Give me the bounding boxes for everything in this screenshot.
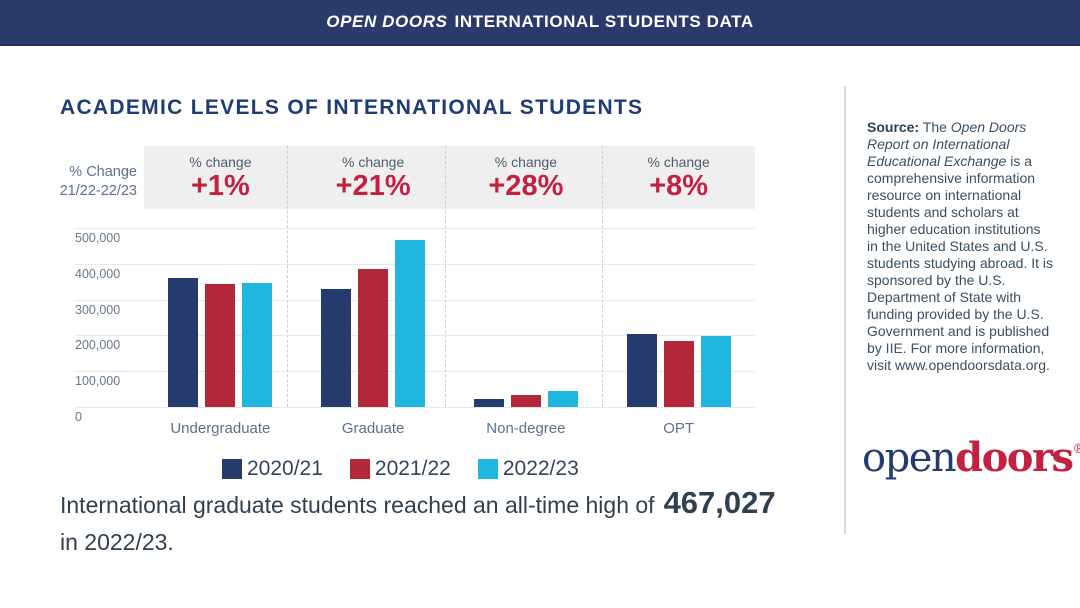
bar-2021-22-undergraduate	[205, 284, 235, 407]
banner-title: OPEN DOORS INTERNATIONAL STUDENTS DATA	[326, 12, 753, 32]
source-report-title: Open Doors Report on International Educa…	[867, 119, 1027, 169]
pct-change-axis-label-line2: 21/22-22/23	[59, 183, 137, 199]
legend-item-2021-22: 2021/22	[349, 457, 451, 481]
pct-cell-value: +1%	[190, 170, 250, 202]
vertical-divider	[844, 86, 846, 534]
x-axis-labels: Undergraduate Graduate Non-degree OPT	[144, 420, 755, 437]
bar-group-opt	[627, 228, 731, 407]
pct-change-axis-label: % Change 21/22-22/23	[30, 163, 137, 201]
legend-item-2020-21: 2020/21	[222, 457, 323, 481]
bar-2021-22-graduate	[358, 269, 388, 407]
caption: International graduate students reached …	[60, 484, 780, 561]
group-divider-1	[287, 146, 288, 407]
caption-text: International graduate students reached …	[60, 492, 655, 518]
group-divider-3	[602, 146, 603, 407]
bars-layer	[144, 228, 755, 407]
pct-cell-label: % change	[647, 154, 710, 170]
pct-cell-graduate: % change +21%	[297, 146, 450, 209]
bar-group-undergraduate	[168, 228, 272, 407]
pct-change-axis-label-line1: % Change	[69, 164, 137, 180]
gridline-500000	[75, 228, 755, 229]
bar-group-non-degree	[474, 228, 578, 407]
pct-cell-non-degree: % change +28%	[450, 146, 603, 209]
y-tick-300000: 300,000	[75, 303, 121, 317]
bar-2020-21-opt	[627, 334, 657, 407]
x-label-undergraduate: Undergraduate	[170, 420, 271, 437]
bar-2022-23-graduate	[395, 240, 425, 407]
caption-text-line2: in 2022/23.	[60, 529, 174, 555]
pct-cell-label: % change	[341, 154, 405, 170]
pct-cell-value: +28%	[488, 170, 564, 202]
group-divider-2	[445, 146, 446, 407]
legend-swatch-2021-22	[349, 459, 370, 479]
x-label-opt: OPT	[663, 420, 695, 437]
bar-group-graduate	[321, 228, 425, 407]
bar-2022-23-undergraduate	[242, 283, 272, 407]
pct-change-header-strip: % change +1% % change +21% % change +28%…	[144, 146, 755, 209]
legend-label-2020-21: 2020/21	[247, 457, 323, 480]
source-pre-italic: The	[922, 119, 947, 135]
y-tick-500000: 500,000	[75, 231, 121, 245]
bar-2021-22-non-degree	[511, 395, 541, 407]
pct-cell-value: +8%	[649, 170, 709, 202]
legend: 2020/21 2021/22 2022/23	[222, 457, 579, 481]
bar-2021-22-opt	[664, 341, 694, 407]
pct-cell-opt: % change +8%	[602, 146, 755, 209]
top-banner: OPEN DOORS INTERNATIONAL STUDENTS DATA	[0, 0, 1080, 46]
bar-2020-21-graduate	[321, 289, 351, 407]
logo-open: open	[862, 435, 957, 481]
banner-rest: INTERNATIONAL STUDENTS DATA	[454, 12, 754, 31]
legend-swatch-2020-21	[222, 459, 242, 479]
bar-2020-21-undergraduate	[168, 278, 198, 407]
source-body: is a comprehensive information resource …	[867, 153, 1053, 373]
gridline-0	[75, 407, 755, 408]
y-tick-400000: 400,000	[75, 267, 121, 281]
y-tick-200000: 200,000	[75, 338, 121, 352]
logo-doors: doors	[955, 434, 1074, 481]
pct-cell-undergraduate: % change +1%	[144, 146, 297, 209]
legend-label-2021-22: 2021/22	[374, 457, 451, 480]
source-label: Source:	[867, 119, 920, 135]
pct-cell-value: +21%	[335, 170, 411, 202]
opendoors-logo: opendoors®	[862, 434, 1080, 481]
bar-2022-23-opt	[701, 336, 731, 407]
bar-2020-21-non-degree	[474, 399, 504, 407]
caption-highlight-number: 467,027	[663, 485, 776, 520]
bar-2022-23-non-degree	[548, 391, 578, 407]
pct-cell-label: % change	[189, 154, 252, 170]
source-note: Source: The Open Doors Report on Interna…	[867, 119, 1054, 374]
x-label-non-degree: Non-degree	[486, 420, 566, 437]
legend-label-2022-23: 2022/23	[502, 457, 579, 480]
x-label-graduate: Graduate	[341, 420, 405, 437]
y-tick-100000: 100,000	[75, 374, 121, 388]
pct-cell-label: % change	[494, 154, 558, 170]
registered-trademark-icon: ®	[1072, 442, 1080, 457]
page-title: ACADEMIC LEVELS OF INTERNATIONAL STUDENT…	[60, 96, 644, 119]
legend-item-2022-23: 2022/23	[477, 457, 579, 481]
legend-swatch-2022-23	[477, 459, 498, 479]
banner-brand: OPEN DOORS	[326, 12, 448, 31]
y-tick-0: 0	[75, 410, 82, 424]
